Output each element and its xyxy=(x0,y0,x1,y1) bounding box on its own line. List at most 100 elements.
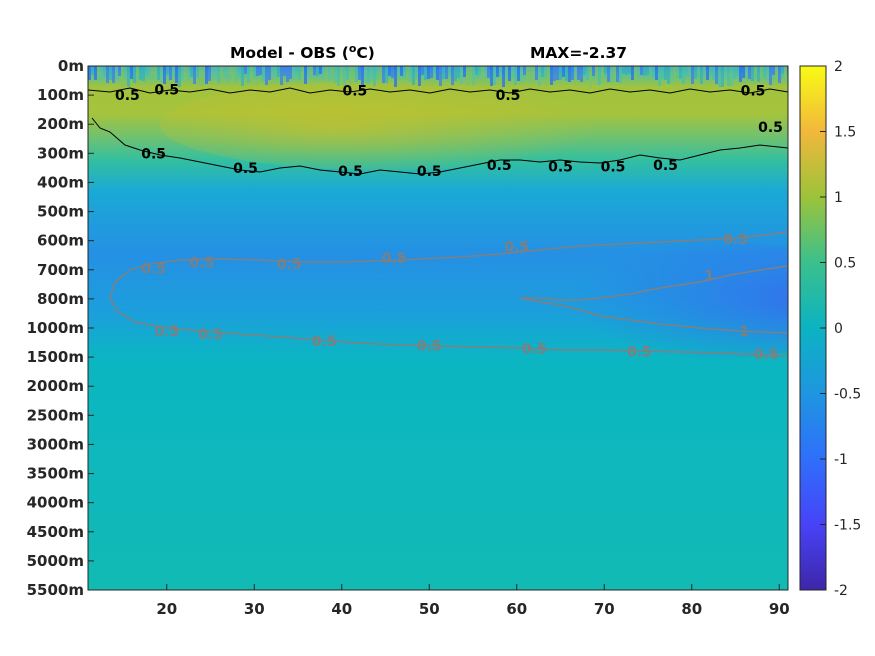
y-tick-label: 1000m xyxy=(27,319,84,337)
noise-cell xyxy=(646,66,649,75)
noise-cell xyxy=(337,66,340,86)
y-tick-label: 700m xyxy=(37,261,84,279)
noise-cell xyxy=(97,66,100,75)
noise-cell xyxy=(340,66,343,80)
max-label: MAX=-2.37 xyxy=(530,44,627,62)
noise-cell xyxy=(403,66,406,77)
noise-cell xyxy=(553,66,556,81)
x-axis-ticks: 20 30 40 50 60 70 80 90 xyxy=(156,584,790,618)
noise-cell xyxy=(202,66,205,86)
noise-cell xyxy=(619,66,622,83)
noise-cell xyxy=(169,66,172,80)
noise-cell xyxy=(172,66,175,74)
noise-cell xyxy=(235,66,238,82)
noise-cell xyxy=(574,66,577,74)
noise-cell xyxy=(397,66,400,74)
noise-cell xyxy=(598,66,601,85)
noise-cell xyxy=(493,66,496,85)
noise-cell xyxy=(622,66,625,74)
contour-label: 0.5 xyxy=(277,257,302,273)
noise-cell xyxy=(766,66,769,82)
noise-cell xyxy=(325,66,328,81)
y-tick-label: 100m xyxy=(37,86,84,104)
noise-cell xyxy=(352,66,355,81)
noise-cell xyxy=(679,66,682,79)
noise-cell xyxy=(364,66,367,83)
y-tick-label: 4500m xyxy=(27,523,84,541)
noise-cell xyxy=(652,66,655,78)
noise-cell xyxy=(265,66,268,85)
noise-cell xyxy=(292,66,295,80)
noise-cell xyxy=(412,66,415,85)
noise-cell xyxy=(436,66,439,80)
noise-cell xyxy=(496,66,499,77)
noise-cell xyxy=(148,66,151,78)
noise-cell xyxy=(712,66,715,80)
noise-cell xyxy=(700,66,703,84)
noise-cell xyxy=(328,66,331,81)
noise-cell xyxy=(250,66,253,83)
noise-cell xyxy=(478,66,481,75)
contour-label: 0.5 xyxy=(338,164,363,180)
noise-cell xyxy=(469,66,472,79)
contour-label: 0.5 xyxy=(723,232,748,248)
contour-neg1 xyxy=(519,265,788,334)
colorbar-tick-label: 2 xyxy=(834,59,843,75)
noise-cell xyxy=(112,66,115,83)
noise-cell xyxy=(454,66,457,81)
noise-cell xyxy=(703,66,706,74)
noise-cell xyxy=(229,66,232,75)
noise-cell xyxy=(523,66,526,75)
noise-cell xyxy=(220,66,223,77)
noise-cell xyxy=(322,66,325,80)
noise-cell xyxy=(373,66,376,86)
contour-label: 1 xyxy=(704,269,714,285)
colorbar-tick-label: -0.5 xyxy=(834,387,861,403)
contour-label: 0.5 xyxy=(233,161,258,177)
noise-cell xyxy=(751,66,754,81)
noise-cell xyxy=(175,66,178,83)
noise-cell xyxy=(508,66,511,81)
noise-cell xyxy=(208,66,211,81)
noise-cell xyxy=(316,66,319,76)
noise-cell xyxy=(115,66,118,81)
noise-cell xyxy=(94,66,97,80)
y-tick-label: 3500m xyxy=(27,465,84,483)
noise-cell xyxy=(532,66,535,80)
noise-cell xyxy=(247,66,250,83)
noise-cell xyxy=(649,66,652,75)
contour-label: 0.5 xyxy=(504,239,529,255)
contour-label: 0.5 xyxy=(653,158,678,174)
noise-cell xyxy=(442,66,445,79)
noise-cell xyxy=(289,66,292,79)
noise-cell xyxy=(484,66,487,77)
noise-cell xyxy=(748,66,751,79)
noise-cell xyxy=(505,66,508,78)
noise-cell xyxy=(721,66,724,87)
noise-cell xyxy=(451,66,454,85)
noise-cell xyxy=(439,66,442,86)
noise-cell xyxy=(211,66,214,78)
noise-cell xyxy=(415,66,418,78)
noise-cell xyxy=(109,66,112,80)
noise-cell xyxy=(481,66,484,82)
y-tick-label: 2000m xyxy=(27,377,84,395)
y-tick-label: 4000m xyxy=(27,494,84,512)
noise-cell xyxy=(277,66,280,77)
noise-cell xyxy=(667,66,670,84)
noise-cell xyxy=(772,66,775,75)
noise-cell xyxy=(130,66,133,79)
noise-cell xyxy=(286,66,289,82)
noise-cell xyxy=(538,66,541,86)
noise-cell xyxy=(295,66,298,74)
y-tick-label: 5000m xyxy=(27,552,84,570)
contour-label: 0.5 xyxy=(496,88,521,104)
noise-cell xyxy=(385,66,388,83)
noise-cell xyxy=(100,66,103,82)
noise-cell xyxy=(334,66,337,83)
noise-cell xyxy=(256,66,259,76)
noise-cell xyxy=(724,66,727,78)
noise-cell xyxy=(274,66,277,74)
contour-lines xyxy=(88,87,788,357)
noise-cell xyxy=(361,66,364,87)
